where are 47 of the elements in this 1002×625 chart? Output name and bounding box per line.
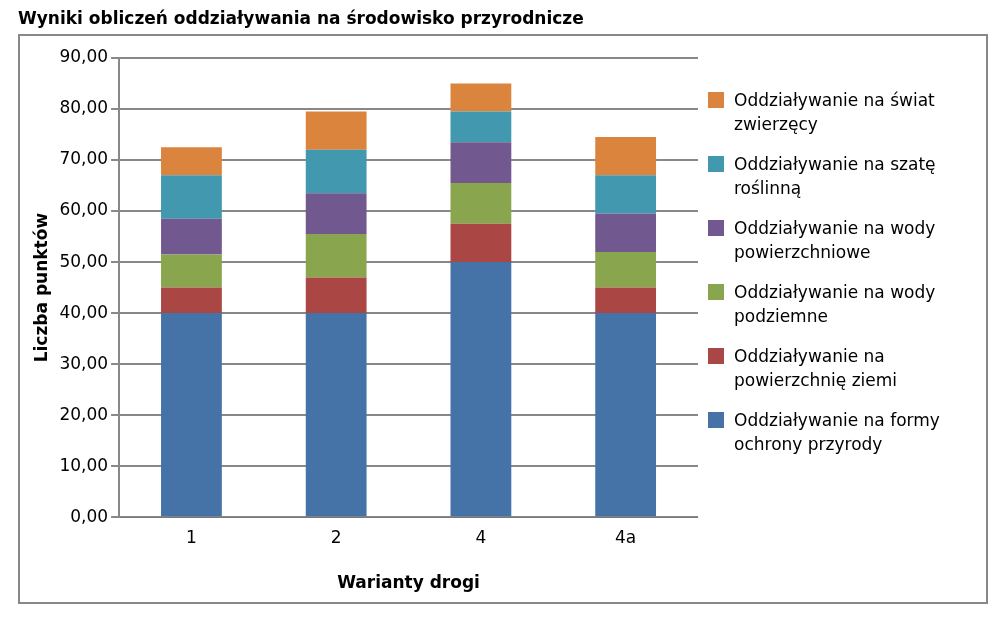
bar (305, 234, 367, 278)
bar (450, 111, 512, 143)
bar (595, 213, 657, 252)
legend-label: Oddziaływanie na powierzchnię ziemi (734, 345, 899, 392)
bar (305, 277, 367, 314)
y-tick-label: 30,00 (59, 352, 109, 373)
bar (595, 175, 657, 214)
bar (450, 83, 512, 112)
y-tick-label: 40,00 (59, 301, 109, 322)
bar (161, 218, 222, 255)
legend-label: Oddziaływanie na szatę roślinną (734, 153, 937, 200)
bar (161, 175, 222, 219)
y-tick-label: 0,00 (70, 505, 109, 526)
x-tick-label: 4a (615, 526, 637, 547)
bar (161, 313, 222, 517)
bar (305, 193, 367, 235)
bar (450, 183, 512, 224)
legend-label: Oddziaływanie na wody powierzchniowe (734, 217, 937, 264)
legend-label: Oddziaływanie na wody podziemne (734, 281, 937, 328)
y-axis-title: Liczba punktów (30, 212, 51, 363)
bar (450, 223, 512, 263)
x-axis-title: Warianty drogi (337, 572, 480, 593)
chart-title: Wyniki obliczeń oddziaływania na środowisko przyrodnicze (18, 8, 584, 28)
bar (450, 262, 512, 517)
bar (450, 142, 512, 183)
bar (595, 287, 657, 314)
x-tick-label: 2 (330, 526, 342, 547)
bar (595, 137, 657, 176)
y-tick-label: 70,00 (59, 148, 109, 169)
legend-label: Oddziaływanie na świat zwierzęcy (734, 89, 936, 136)
bar (161, 254, 222, 288)
y-tick-label: 90,00 (59, 46, 109, 67)
bar (305, 149, 367, 194)
bar (161, 287, 222, 314)
bar (161, 147, 222, 176)
y-tick-label: 20,00 (59, 403, 109, 424)
x-tick-label: 1 (186, 526, 197, 547)
y-tick-label: 50,00 (59, 250, 109, 271)
bar (595, 251, 657, 288)
y-tick-label: 60,00 (59, 199, 109, 220)
bar (305, 313, 367, 517)
bar (305, 111, 367, 150)
bar (595, 313, 657, 517)
y-tick-label: 80,00 (59, 97, 109, 118)
x-tick-label: 4 (475, 526, 487, 547)
y-tick-label: 10,00 (59, 454, 109, 475)
legend-label: Oddziaływanie na formy ochrony przyrody (734, 409, 941, 456)
